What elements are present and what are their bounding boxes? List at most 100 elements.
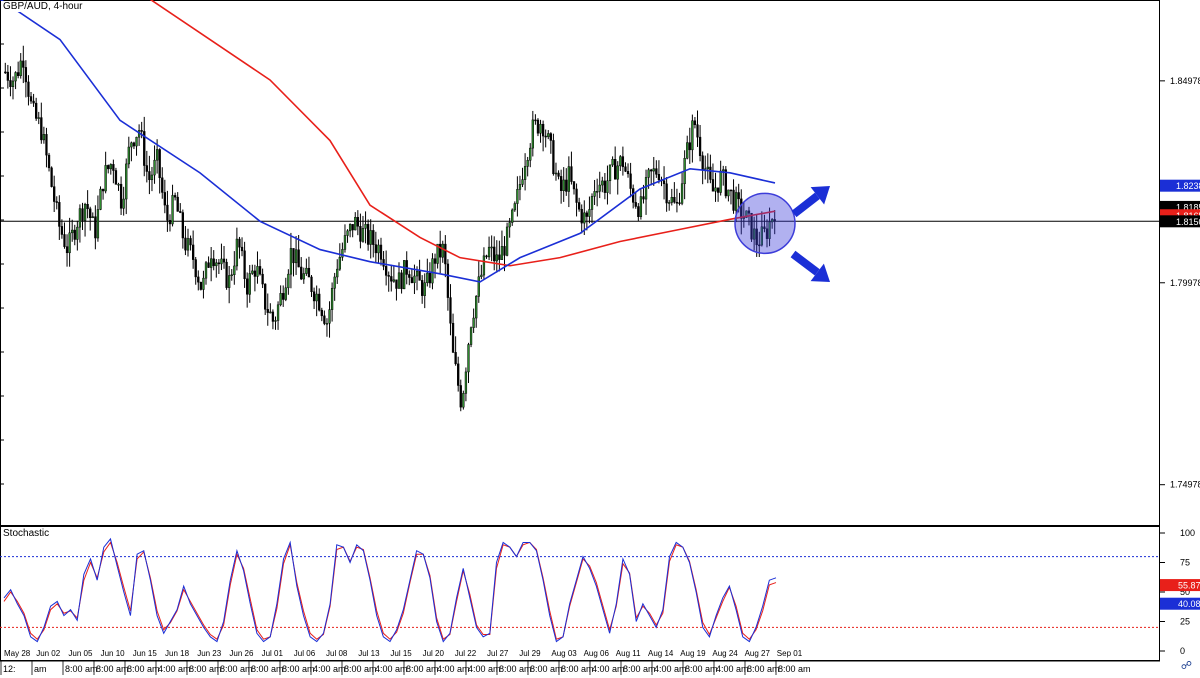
time-label: 4:00 am bbox=[468, 664, 501, 674]
candle-body bbox=[482, 255, 486, 276]
candle-body bbox=[403, 260, 406, 290]
candle-body bbox=[521, 179, 524, 185]
candle-body bbox=[518, 184, 522, 190]
date-label: Jul 27 bbox=[487, 649, 509, 658]
price-label-bg bbox=[1160, 215, 1200, 228]
candle-body bbox=[472, 317, 475, 328]
time-label: 8:00 am bbox=[747, 664, 780, 674]
candle-body bbox=[127, 146, 130, 165]
candle-body bbox=[112, 164, 115, 171]
candle-body bbox=[27, 81, 30, 97]
candle-body bbox=[269, 311, 272, 314]
candle-body bbox=[65, 246, 69, 254]
candle-body bbox=[598, 184, 601, 192]
candle-body bbox=[724, 169, 727, 197]
candle-body bbox=[642, 196, 645, 200]
candle-body bbox=[125, 163, 128, 200]
candle-body bbox=[647, 169, 650, 178]
sma-blue-line bbox=[0, 0, 776, 283]
candle-body bbox=[171, 195, 174, 225]
time-label: 8:00 am bbox=[96, 664, 129, 674]
date-label: Jul 13 bbox=[358, 649, 380, 658]
candle-body bbox=[547, 133, 550, 138]
candle-body bbox=[464, 371, 468, 394]
candle-body bbox=[330, 287, 334, 310]
candle-body bbox=[539, 123, 542, 134]
candle-body bbox=[6, 71, 10, 81]
candle-body bbox=[181, 212, 184, 239]
candle-body bbox=[83, 203, 87, 221]
candle-body bbox=[312, 291, 316, 302]
candle-body bbox=[701, 155, 704, 171]
candle-body bbox=[392, 279, 396, 282]
stoch-tick-label: 75 bbox=[1180, 558, 1190, 568]
candle-body bbox=[341, 249, 344, 258]
time-label: 8:00 am bbox=[406, 664, 439, 674]
candle-body bbox=[243, 250, 246, 280]
candle-body bbox=[531, 119, 534, 149]
candle-body bbox=[709, 166, 712, 180]
candle-body bbox=[493, 246, 496, 262]
arrow-up-right-head bbox=[810, 186, 830, 205]
time-label: 4:00 am bbox=[716, 664, 749, 674]
arrow-down-right-head bbox=[810, 263, 830, 282]
candle-body bbox=[145, 165, 148, 172]
candle-body bbox=[246, 278, 249, 295]
candle-body bbox=[467, 344, 470, 373]
candle-body bbox=[35, 102, 38, 119]
date-label: Jul 01 bbox=[262, 649, 284, 658]
candle-body bbox=[706, 166, 709, 170]
candle-body bbox=[449, 297, 452, 324]
candle-body bbox=[752, 228, 756, 240]
stoch-label-text: 40.08 bbox=[1178, 599, 1200, 609]
candle-body bbox=[446, 263, 450, 298]
candle-body bbox=[696, 124, 699, 138]
price-label-bg bbox=[1160, 179, 1200, 192]
candle-body bbox=[621, 156, 625, 168]
link-icon[interactable]: ☍ bbox=[1180, 660, 1192, 672]
candle-body bbox=[220, 258, 223, 265]
candle-body bbox=[22, 60, 25, 68]
candle-body bbox=[45, 134, 48, 156]
candle-body bbox=[572, 181, 576, 190]
candle-body bbox=[740, 198, 743, 219]
candle-body bbox=[382, 259, 385, 267]
candle-body bbox=[161, 177, 164, 193]
candle-body bbox=[307, 267, 311, 278]
date-label: Jul 06 bbox=[294, 649, 316, 658]
candle-body bbox=[719, 170, 722, 193]
date-label: Aug 11 bbox=[616, 649, 641, 658]
candle-body bbox=[207, 262, 210, 268]
candle-body bbox=[333, 276, 336, 289]
candle-body bbox=[737, 192, 740, 200]
candle-body bbox=[637, 206, 640, 217]
candle-body bbox=[722, 169, 725, 172]
candle-body bbox=[289, 248, 293, 275]
candle-body bbox=[431, 258, 434, 284]
candle-body bbox=[395, 279, 398, 289]
date-label: Jun 15 bbox=[133, 649, 158, 658]
stoch-label-bg bbox=[1160, 597, 1200, 610]
candle-body bbox=[608, 164, 612, 182]
date-label: Aug 24 bbox=[712, 649, 738, 658]
candle-body bbox=[256, 266, 259, 277]
candle-body bbox=[505, 226, 509, 256]
stoch-label-text: 55.87 bbox=[1178, 581, 1200, 591]
arrow-up-right-shaft bbox=[791, 192, 820, 218]
candle-body bbox=[29, 96, 33, 102]
date-label: Jun 05 bbox=[68, 649, 93, 658]
candle-body bbox=[81, 208, 84, 221]
candle-body bbox=[765, 228, 769, 239]
candle-body bbox=[760, 226, 763, 246]
candle-body bbox=[9, 80, 12, 87]
candle-body bbox=[107, 165, 110, 170]
candle-body bbox=[253, 270, 257, 277]
candle-body bbox=[76, 226, 79, 240]
candle-body bbox=[763, 226, 766, 230]
arrow-down-right-shaft bbox=[790, 250, 820, 276]
candle-body bbox=[691, 120, 694, 151]
candle-body bbox=[457, 363, 460, 386]
candle-body bbox=[166, 204, 169, 221]
candle-body bbox=[215, 262, 218, 267]
candle-body bbox=[356, 217, 359, 227]
